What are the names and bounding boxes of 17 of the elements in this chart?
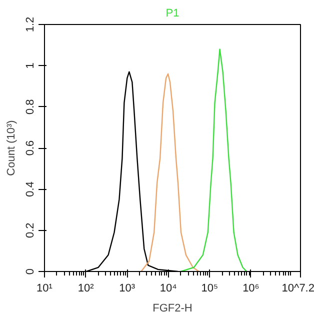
x-axis-title: FGF2-H [152,302,192,314]
y-tick-label: 0.8 [24,99,36,114]
y-tick-label: 0.2 [24,222,36,238]
y-axis-title: Count (10³) [6,120,18,176]
x-tick-label: 10³ [119,282,136,294]
x-tick-label: 10² [78,282,94,294]
y-tick-label: 1.2 [24,16,36,32]
x-tick-label: 10^7.2 [282,282,314,294]
y-tick-label: 0.6 [24,140,36,156]
x-tick-label: 10⁶ [242,282,260,294]
y-tick-label: 0.4 [24,182,36,197]
x-tick-label: 10¹ [36,282,53,294]
y-tick-label: 1 [24,62,36,69]
y-tick-label: 0 [24,268,36,275]
x-tick-label: 10⁴ [160,282,178,294]
text: P1 [166,8,180,20]
x-tick-label: 10⁵ [201,282,218,294]
